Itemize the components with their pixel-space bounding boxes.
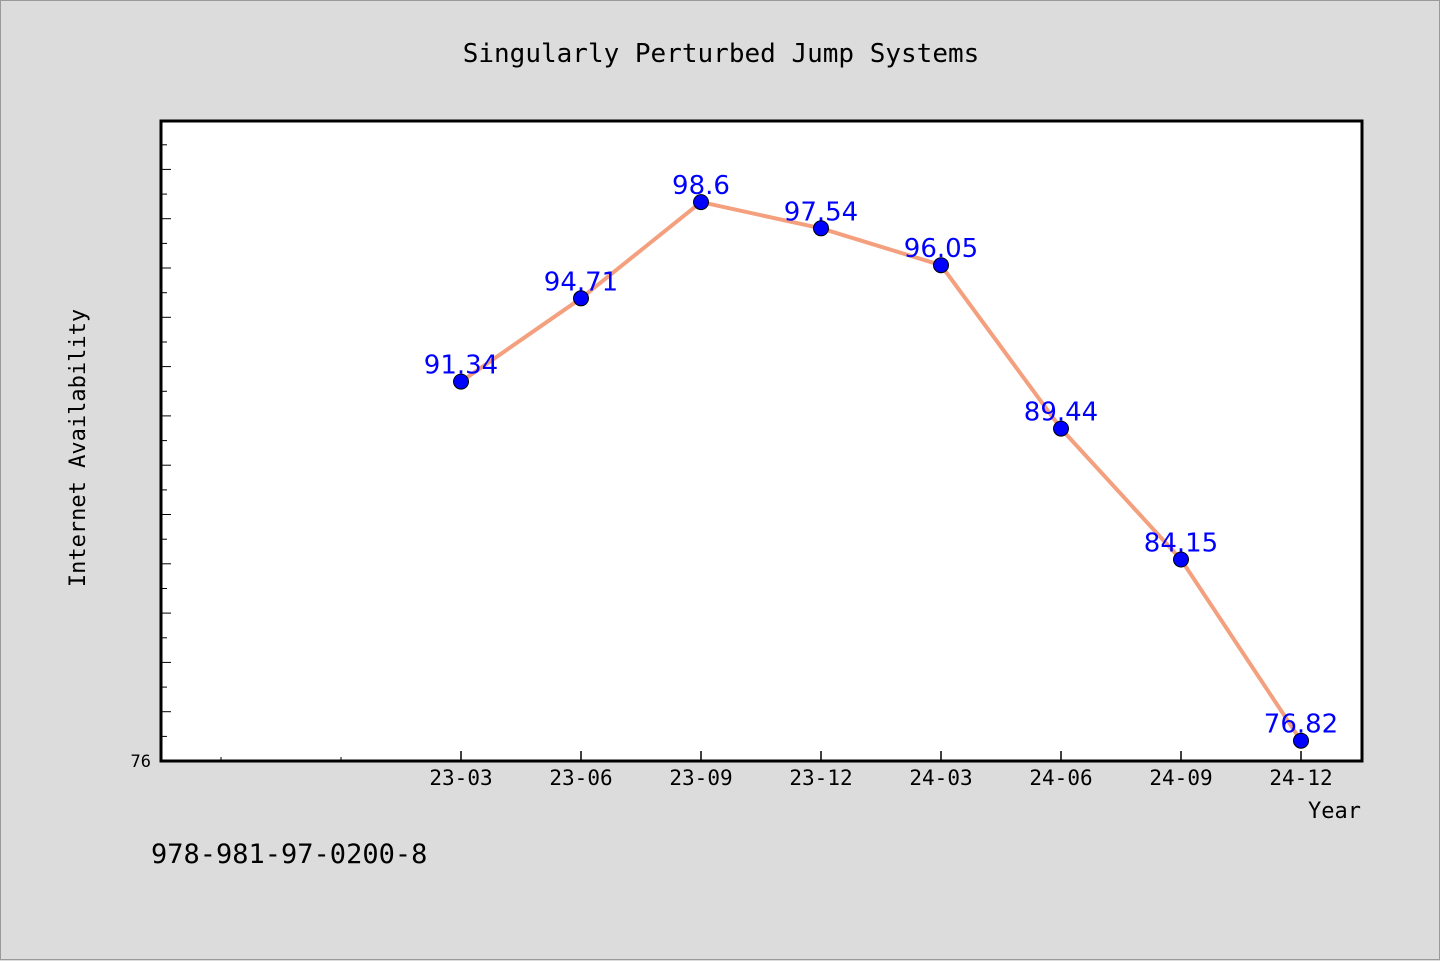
data-label: 76.82 <box>1264 710 1338 740</box>
data-labels: 91.34 94.71 98.6 97.54 96.05 89.44 84.15 76.82 <box>424 171 1338 740</box>
plot-area <box>159 119 1364 763</box>
data-label: 94.71 <box>544 267 618 297</box>
data-points <box>453 194 1309 749</box>
data-label: 84.15 <box>1144 529 1218 559</box>
data-point <box>1053 420 1069 437</box>
x-axis-ticks: 23-03 23-06 23-09 23-12 24-03 24-06 24-09 24-12 <box>220 751 1333 790</box>
data-point <box>813 220 829 237</box>
data-point <box>1173 551 1189 568</box>
data-label: 98.6 <box>672 171 730 201</box>
data-point <box>573 290 589 307</box>
isbn-footer: 978-981-97-0200-8 <box>151 839 427 870</box>
chart-title: Singularly Perturbed Jump Systems <box>463 39 980 69</box>
x-tick-label: 24-12 <box>1269 766 1332 790</box>
data-point <box>1293 732 1309 749</box>
series-line-group <box>459 200 1303 742</box>
x-tick-label: 23-12 <box>789 766 852 790</box>
data-point <box>453 373 469 390</box>
x-tick-label: 24-09 <box>1149 766 1212 790</box>
x-axis-label: Year <box>1308 799 1361 824</box>
y-axis-ticks: 76 <box>131 144 171 772</box>
data-label: 89.44 <box>1024 398 1098 428</box>
x-tick-label: 23-06 <box>549 766 612 790</box>
data-point <box>693 194 709 211</box>
x-tick-label: 23-09 <box>669 766 732 790</box>
data-label: 96.05 <box>904 234 978 264</box>
data-label: 91.34 <box>424 351 498 381</box>
y-tick-label: 76 <box>131 752 151 772</box>
data-label: 97.54 <box>784 197 858 227</box>
x-tick-label: 23-03 <box>429 766 492 790</box>
y-axis-label: Internet Availability <box>66 309 91 587</box>
data-point <box>933 257 949 274</box>
x-tick-label: 24-06 <box>1029 766 1092 790</box>
series-line <box>459 200 1303 742</box>
x-tick-label: 24-03 <box>909 766 972 790</box>
